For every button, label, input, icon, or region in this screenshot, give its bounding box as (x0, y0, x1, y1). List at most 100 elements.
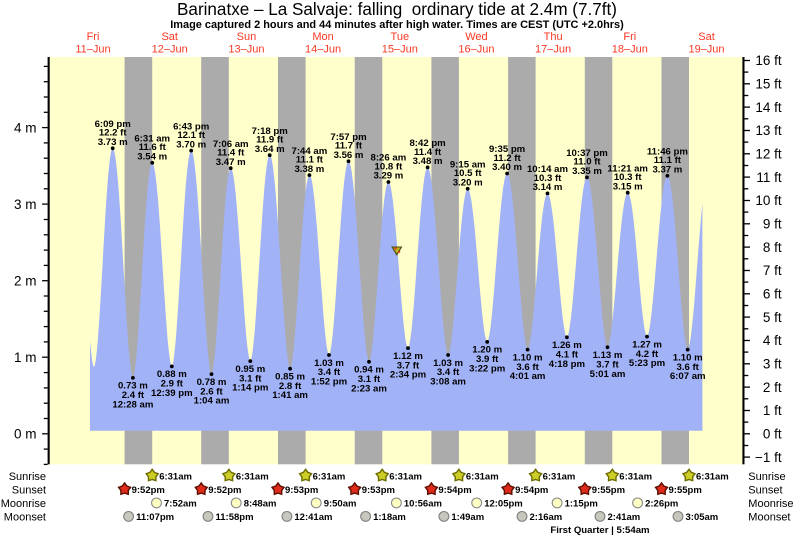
svg-text:0.95 m: 0.95 m (235, 364, 265, 375)
svg-text:0.88 m: 0.88 m (157, 369, 187, 380)
svg-text:11–Jun: 11–Jun (75, 43, 110, 55)
svg-text:9:52pm: 9:52pm (208, 485, 241, 496)
svg-text:2.8 ft: 2.8 ft (279, 381, 302, 392)
svg-text:10.3 ft: 10.3 ft (614, 172, 643, 183)
svg-text:7:06 am: 7:06 am (213, 139, 249, 150)
svg-text:6:31am: 6:31am (389, 471, 422, 482)
svg-text:6:31am: 6:31am (466, 471, 499, 482)
svg-text:11:07pm: 11:07pm (136, 512, 174, 523)
svg-text:3.14 m: 3.14 m (533, 182, 563, 193)
svg-text:1 ft: 1 ft (763, 403, 782, 418)
svg-text:Sat: Sat (161, 31, 178, 43)
svg-text:11.6 ft: 11.6 ft (139, 142, 167, 153)
svg-text:1.12 m: 1.12 m (393, 351, 423, 362)
svg-text:Sunrise: Sunrise (748, 471, 785, 483)
svg-text:11.4 ft: 11.4 ft (414, 147, 442, 158)
svg-text:4:01 am: 4:01 am (510, 371, 546, 382)
svg-text:8 ft: 8 ft (763, 240, 782, 255)
svg-text:9:55pm: 9:55pm (592, 485, 625, 496)
svg-text:13 ft: 13 ft (755, 123, 782, 138)
svg-text:10 ft: 10 ft (755, 193, 782, 208)
svg-text:3.9 ft: 3.9 ft (476, 354, 499, 365)
svg-text:3.73 m: 3.73 m (98, 137, 128, 148)
svg-text:1.27 m: 1.27 m (632, 339, 662, 350)
svg-text:0 m: 0 m (14, 427, 37, 442)
svg-text:7:52am: 7:52am (164, 499, 197, 510)
svg-text:16 ft: 16 ft (755, 53, 782, 68)
svg-text:1:52 pm: 1:52 pm (311, 377, 347, 388)
svg-text:3.6 ft: 3.6 ft (676, 362, 699, 373)
svg-text:18–Jun: 18–Jun (612, 43, 648, 55)
svg-text:17–Jun: 17–Jun (535, 43, 571, 55)
svg-text:0.85 m: 0.85 m (275, 372, 305, 383)
svg-text:1:49am: 1:49am (451, 512, 484, 523)
svg-text:1:18am: 1:18am (373, 512, 406, 523)
svg-text:3.4 ft: 3.4 ft (318, 367, 341, 378)
svg-text:2:34 pm: 2:34 pm (390, 370, 426, 381)
svg-text:Sunset: Sunset (12, 484, 46, 496)
svg-text:2 m: 2 m (14, 273, 37, 288)
svg-text:3.40 m: 3.40 m (492, 162, 522, 173)
svg-text:12:41am: 12:41am (294, 512, 332, 523)
svg-text:1:14 pm: 1:14 pm (232, 383, 268, 394)
svg-text:10:56am: 10:56am (404, 499, 442, 510)
svg-text:11.0 ft: 11.0 ft (573, 157, 601, 168)
svg-text:14–Jun: 14–Jun (305, 43, 341, 55)
svg-text:1.03 m: 1.03 m (433, 358, 463, 369)
svg-text:9:50am: 9:50am (324, 499, 357, 510)
svg-text:9:53pm: 9:53pm (285, 485, 318, 496)
svg-text:Barinatxe – La Salvaje: fallin: Barinatxe – La Salvaje: falling ordinary… (177, 0, 617, 19)
svg-text:4.2 ft: 4.2 ft (636, 349, 659, 360)
svg-text:11.2 ft: 11.2 ft (493, 153, 521, 164)
svg-text:7 ft: 7 ft (763, 263, 782, 278)
svg-text:9:54pm: 9:54pm (515, 485, 548, 496)
svg-text:4:18 pm: 4:18 pm (549, 359, 585, 370)
svg-text:6:43 pm: 6:43 pm (173, 121, 209, 132)
svg-text:First Quarter | 5:54am: First Quarter | 5:54am (550, 525, 649, 536)
svg-text:3.7 ft: 3.7 ft (397, 360, 420, 371)
svg-text:3.47 m: 3.47 m (216, 157, 246, 168)
svg-text:9:54pm: 9:54pm (438, 485, 471, 496)
svg-text:9:35 pm: 9:35 pm (489, 144, 525, 155)
svg-text:3.1 ft: 3.1 ft (239, 373, 262, 384)
svg-text:2:26pm: 2:26pm (645, 499, 678, 510)
svg-text:−1 ft: −1 ft (755, 450, 782, 465)
svg-text:12 ft: 12 ft (755, 147, 782, 162)
svg-text:Image captured 2 hours and 44: Image captured 2 hours and 44 minutes af… (170, 19, 624, 31)
svg-text:11:21 am: 11:21 am (607, 163, 648, 174)
svg-text:3:05am: 3:05am (686, 512, 719, 523)
svg-text:6:31am: 6:31am (159, 471, 192, 482)
svg-text:12:28 am: 12:28 am (112, 399, 153, 410)
svg-text:6:09 pm: 6:09 pm (95, 119, 131, 130)
svg-text:8:48am: 8:48am (244, 499, 277, 510)
svg-text:5:23 pm: 5:23 pm (629, 358, 665, 369)
svg-text:10.3 ft: 10.3 ft (534, 173, 563, 184)
svg-text:11 ft: 11 ft (756, 170, 782, 185)
svg-text:12:05pm: 12:05pm (484, 499, 523, 510)
svg-text:12–Jun: 12–Jun (152, 43, 188, 55)
svg-text:2.4 ft: 2.4 ft (122, 390, 145, 401)
svg-text:6:07 am: 6:07 am (670, 371, 706, 382)
svg-text:1.20 m: 1.20 m (472, 345, 502, 356)
svg-text:10:14 am: 10:14 am (527, 164, 568, 175)
svg-text:6:31am: 6:31am (619, 471, 652, 482)
svg-text:11.9 ft: 11.9 ft (256, 135, 284, 146)
svg-text:19–Jun: 19–Jun (688, 43, 724, 55)
svg-text:9:15 am: 9:15 am (450, 160, 486, 171)
svg-text:8:26 am: 8:26 am (371, 153, 407, 164)
svg-text:3.15 m: 3.15 m (613, 181, 643, 192)
svg-text:Moonrise: Moonrise (1, 498, 46, 510)
svg-text:3.37 m: 3.37 m (652, 165, 682, 176)
svg-text:9:55pm: 9:55pm (669, 485, 702, 496)
svg-text:1.26 m: 1.26 m (552, 340, 582, 351)
svg-text:4 m: 4 m (14, 120, 37, 135)
svg-text:13–Jun: 13–Jun (228, 43, 264, 55)
svg-text:2:23 am: 2:23 am (351, 383, 387, 394)
svg-text:Sunrise: Sunrise (9, 471, 46, 483)
svg-text:Mon: Mon (312, 31, 333, 43)
svg-text:7:18 pm: 7:18 pm (252, 126, 288, 137)
svg-text:Sat: Sat (698, 31, 715, 43)
svg-text:9:52pm: 9:52pm (132, 485, 165, 496)
svg-text:3.20 m: 3.20 m (453, 178, 483, 189)
svg-text:3 ft: 3 ft (763, 357, 782, 372)
